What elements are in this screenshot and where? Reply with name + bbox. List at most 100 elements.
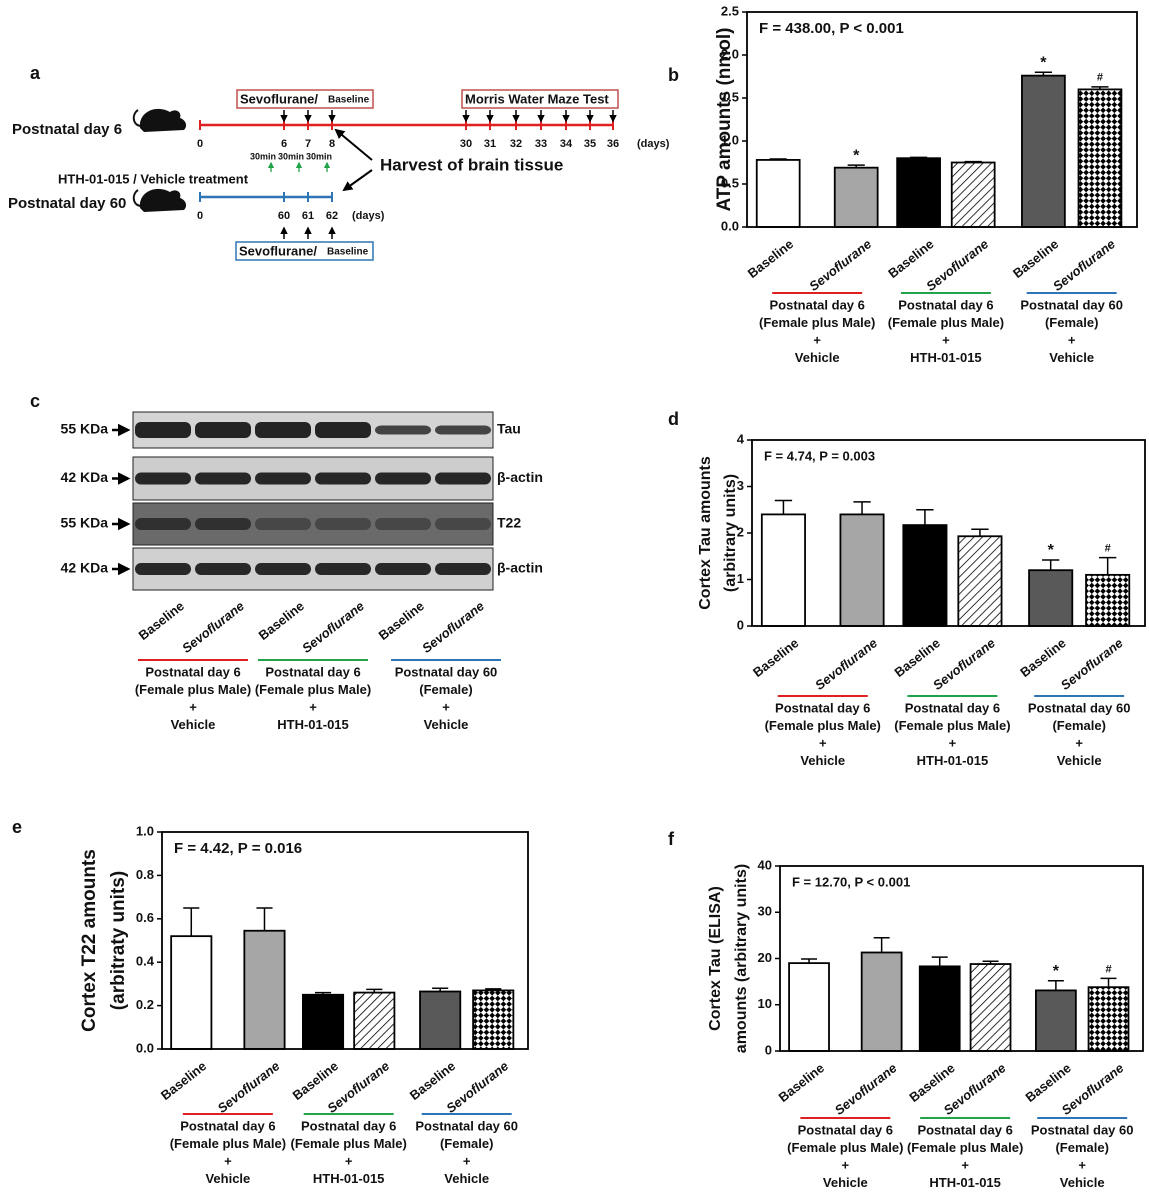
y-axis-label: Cortex Tau (ELISA)	[707, 886, 724, 1031]
bar	[243, 929, 286, 1050]
significance-mark: #	[1105, 543, 1111, 555]
group-label: Postnatal day 60	[1020, 297, 1123, 312]
timeline-tick-label: 6	[281, 138, 287, 150]
bar	[1028, 569, 1074, 627]
group-label: (Female)	[419, 682, 472, 697]
bar	[170, 935, 213, 1050]
timeline-tick-label: 62	[326, 210, 338, 222]
y-tick-label: 2.0	[721, 46, 739, 61]
blot-band	[315, 563, 371, 575]
group-label: +	[942, 332, 950, 347]
group-label: +	[309, 699, 317, 714]
bar	[896, 157, 941, 228]
annotation: F = 438.00, P < 0.001	[759, 20, 904, 37]
category-label: Baseline	[376, 598, 427, 643]
y-axis-label: Cortex Tau amounts	[697, 456, 714, 610]
group-label: Vehicle	[1057, 753, 1102, 768]
y-axis-label: ATP amounts (nmol)	[714, 27, 735, 211]
blot-name: Tau	[497, 421, 521, 437]
blot-band	[315, 518, 371, 530]
arrow	[334, 128, 373, 161]
group-label: (Female)	[1052, 718, 1105, 733]
blot-size: 42 KDa	[61, 469, 109, 485]
group-label: +	[189, 699, 197, 714]
blot-band	[195, 563, 251, 575]
group-label: Postnatal day 6	[798, 1122, 893, 1137]
category-label: Baseline	[892, 635, 943, 680]
blot-name: T22	[497, 515, 521, 531]
panel-label: d	[668, 409, 679, 429]
category-label: Baseline	[1010, 236, 1061, 281]
bar	[918, 965, 961, 1052]
blot-band	[195, 518, 251, 530]
blot-name: β-actin	[497, 560, 543, 576]
box	[461, 89, 619, 109]
bar	[902, 524, 948, 627]
interval: 30min	[250, 151, 276, 161]
category-label: Baseline	[776, 1060, 827, 1105]
significance-mark: *	[853, 147, 860, 164]
group-label: (Female plus Male)	[907, 1140, 1023, 1155]
timeline-unit: (days)	[352, 210, 385, 222]
blot-band	[135, 563, 191, 575]
y-tick-label: 0.4	[136, 954, 155, 969]
timeline-tick-label: 61	[302, 210, 314, 222]
timeline-tick-label: 30	[460, 138, 472, 150]
blot-band	[255, 422, 311, 438]
category-label: Baseline	[407, 1058, 458, 1103]
blot-name: β-actin	[497, 469, 543, 485]
box-text: Sevoflurane/	[239, 243, 317, 258]
group-label: Postnatal day 6	[917, 1122, 1012, 1137]
timeline-tick-label: 31	[484, 138, 496, 150]
timeline-tick-label: 60	[278, 210, 290, 222]
timeline-tick-label: 36	[607, 138, 619, 150]
group-label: +	[463, 1153, 471, 1168]
y-tick-label: 1.5	[721, 89, 739, 104]
bar	[755, 159, 801, 228]
bar	[1087, 986, 1130, 1052]
plot-frame	[746, 11, 1138, 228]
group-label: HTH-01-015	[313, 1171, 385, 1186]
group-label: (Female)	[1045, 315, 1098, 330]
blot-size: 55 KDa	[61, 515, 109, 531]
annotation: F = 12.70, P < 0.001	[792, 874, 910, 889]
y-tick-label: 2.5	[721, 3, 739, 18]
group-label: Vehicle	[1049, 350, 1094, 365]
group-label: Vehicle	[1060, 1175, 1105, 1190]
y-tick-label: 1.0	[721, 132, 739, 147]
y-tick-label: 30	[758, 904, 772, 919]
mouse-icon	[132, 188, 187, 212]
blot-band	[135, 518, 191, 530]
box-text: Morris Water Maze Test	[465, 91, 609, 106]
y-tick-label: 0.6	[136, 910, 154, 925]
plot-frame	[779, 865, 1144, 1052]
group-label: Postnatal day 6	[265, 664, 360, 679]
group-label: Vehicle	[171, 717, 216, 732]
group-label: (Female plus Male)	[765, 718, 881, 733]
y-axis-label: (arbitraty units)	[108, 871, 129, 1010]
harvest: Harvest of brain tissue	[380, 155, 563, 174]
box-text: Baseline	[327, 247, 369, 258]
bar	[1085, 573, 1131, 627]
timeline-tick-label: 0	[197, 210, 203, 222]
blot-band	[375, 563, 431, 575]
plot-frame	[161, 831, 529, 1050]
bar	[1077, 88, 1123, 228]
bar	[833, 166, 879, 228]
group-label: +	[224, 1153, 232, 1168]
y-tick-label: 0.8	[136, 867, 154, 882]
box	[235, 241, 374, 261]
group-label: Vehicle	[823, 1175, 868, 1190]
timeline-tick-label: 7	[305, 138, 311, 150]
y-axis-label: (arbitrary units)	[722, 474, 739, 592]
blot-band	[135, 422, 191, 438]
group-label: Postnatal day 6	[180, 1118, 275, 1133]
category-label: Sevoflurane	[1058, 635, 1126, 693]
group-label: Vehicle	[795, 350, 840, 365]
box-text: Sevoflurane/	[240, 91, 318, 106]
group-label: (Female plus Male)	[759, 315, 875, 330]
group-label: (Female plus Male)	[291, 1136, 407, 1151]
group-label: Postnatal day 60	[1028, 700, 1131, 715]
group-label: Postnatal day 6	[145, 664, 240, 679]
